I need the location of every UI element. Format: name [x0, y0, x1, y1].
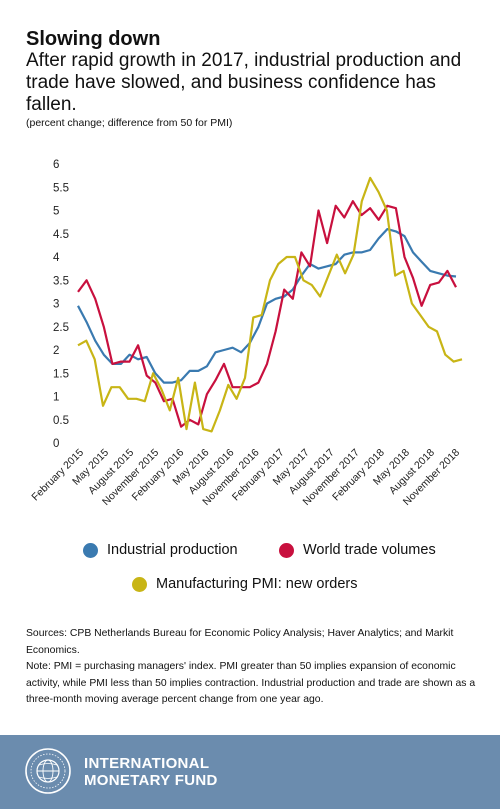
y-tick-label: 1: [53, 392, 59, 404]
legend-label-pmi: Manufacturing PMI: new orders: [156, 576, 358, 592]
units-note: (percent change; difference from 50 for …: [26, 117, 233, 129]
imf-name-line1: INTERNATIONAL: [84, 755, 210, 772]
footer-banner: INTERNATIONAL MONETARY FUND: [0, 735, 500, 809]
y-tick-label: 0: [53, 438, 59, 450]
imf-name-line2: MONETARY FUND: [84, 772, 218, 789]
y-tick-label: 4: [53, 252, 60, 264]
y-tick-label: 5.5: [53, 182, 69, 194]
series-line-industrial-production: [77, 227, 457, 384]
series-line-world-trade-volumes: [77, 200, 457, 428]
y-tick-label: 3.5: [53, 275, 69, 287]
y-tick-label: 6: [53, 159, 59, 171]
series-line-manufacturing-pmi: [77, 176, 463, 433]
chart-title: Slowing down: [26, 28, 161, 50]
legend-item-trade: World trade volumes: [279, 542, 436, 558]
chart-subtitle: After rapid growth in 2017, industrial p…: [26, 50, 462, 115]
y-tick-label: 0.5: [53, 415, 69, 427]
legend-dot-pmi: [132, 576, 147, 592]
imf-seal-icon: [25, 748, 71, 794]
y-tick-label: 4.5: [53, 229, 69, 241]
y-tick-label: 1.5: [53, 368, 69, 380]
sources-text: Sources: CPB Netherlands Bureau for Econ…: [26, 628, 454, 656]
line-chart: 0 0.5 1 1.5 2 2.5 3 3.5 4 4.5 5 5.5 6 February 2015M…: [29, 159, 463, 508]
legend-item-industrial: Industrial production: [83, 542, 238, 558]
note-text: Note: PMI = purchasing managers' index. …: [26, 661, 476, 705]
legend: Industrial production World trade volume…: [0, 542, 500, 592]
source-notes: Sources: CPB Netherlands Bureau for Econ…: [26, 626, 476, 709]
legend-dot-industrial: [83, 542, 98, 558]
legend-dot-trade: [279, 542, 294, 558]
legend-item-pmi: Manufacturing PMI: new orders: [132, 576, 357, 592]
series-lines: [77, 176, 463, 433]
y-tick-label: 2.5: [53, 322, 69, 334]
y-tick-label: 5: [53, 206, 59, 218]
y-axis: 0 0.5 1 1.5 2 2.5 3 3.5 4 4.5 5 5.5 6: [53, 159, 69, 450]
imf-wordmark: INTERNATIONAL MONETARY FUND: [84, 755, 218, 789]
y-tick-label: 3: [53, 299, 59, 311]
legend-label-trade: World trade volumes: [303, 542, 436, 558]
y-tick-label: 2: [53, 345, 59, 357]
legend-label-industrial: Industrial production: [107, 542, 238, 558]
